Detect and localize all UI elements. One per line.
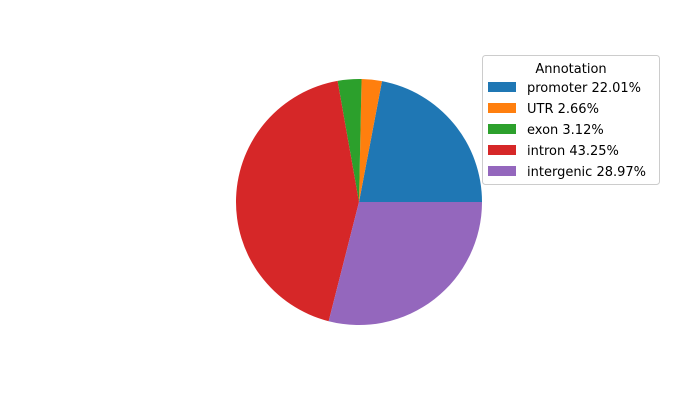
pie-slice-utr [359, 79, 382, 202]
legend-label: exon 3.12% [527, 123, 604, 138]
legend-frame [482, 55, 660, 185]
legend-label: intron 43.25% [527, 144, 619, 159]
pie-slices [235, 79, 482, 325]
legend-label: promoter 22.01% [527, 81, 641, 96]
pie-slice-exon [337, 79, 362, 202]
legend-title: Annotation [535, 62, 606, 77]
pie-slice-promoter [359, 81, 482, 202]
pie-slice-intron [235, 80, 359, 322]
legend-swatch [488, 124, 516, 134]
pie-slice-intergenic [328, 202, 482, 325]
legend-swatch [488, 145, 516, 155]
legend-swatch [488, 103, 516, 113]
legend-swatch [488, 82, 516, 92]
legend-swatch [488, 166, 516, 176]
legend-label: UTR 2.66% [527, 102, 599, 117]
legend-label: intergenic 28.97% [527, 165, 646, 180]
legend: Annotation promoter 22.01% UTR 2.66% exon … [482, 55, 660, 185]
